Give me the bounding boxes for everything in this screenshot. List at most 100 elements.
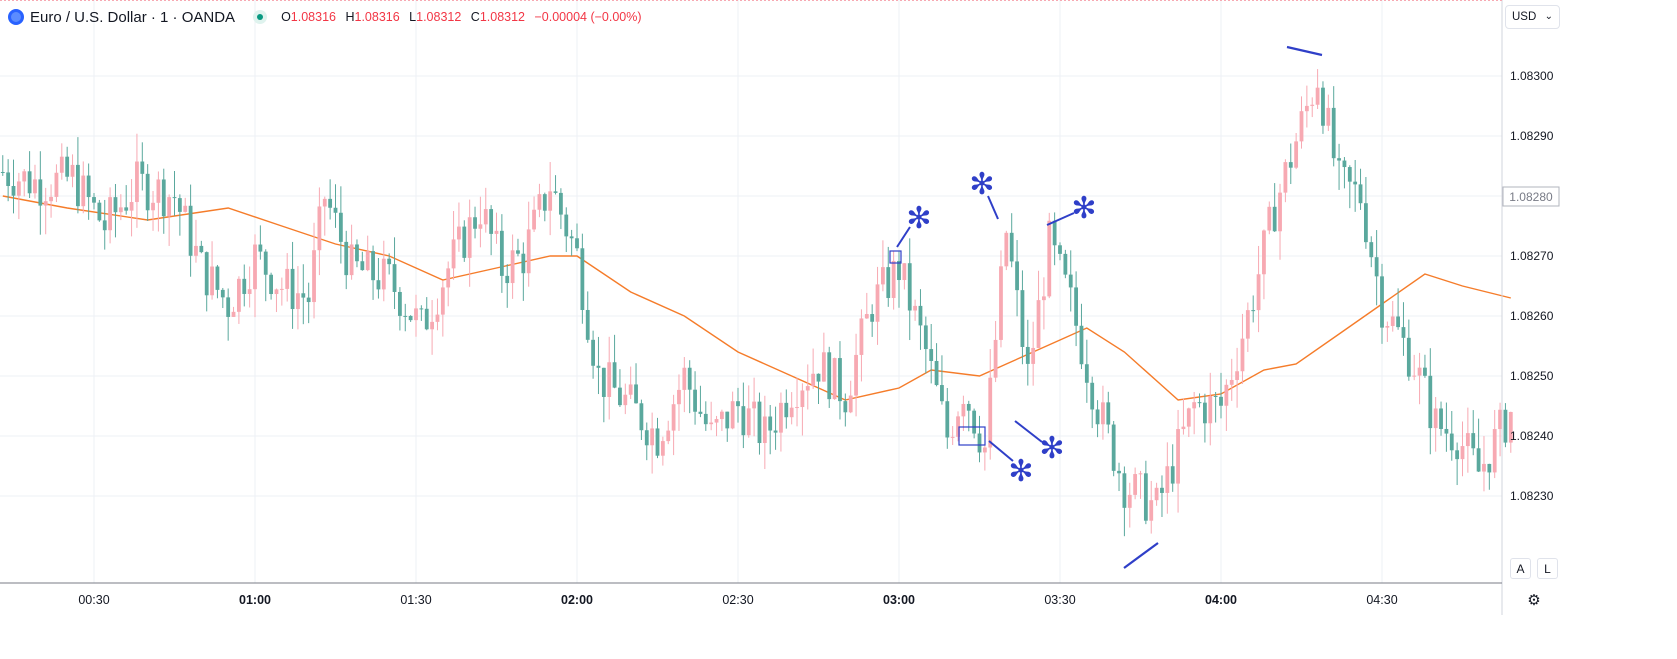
candle (1476, 418, 1481, 473)
candle (1471, 410, 1476, 456)
candle (376, 257, 381, 299)
x-tick-label: 03:30 (1044, 593, 1075, 607)
candle (655, 417, 660, 459)
current-price-text: 1.08280 (1509, 190, 1553, 204)
candle (671, 394, 676, 456)
candle (902, 263, 907, 290)
candle (1487, 463, 1492, 490)
candle (151, 191, 155, 231)
open-label: O (281, 10, 291, 24)
candle (489, 205, 494, 256)
candle (1406, 319, 1411, 381)
candle (1294, 132, 1299, 170)
candle (494, 212, 499, 244)
candle (118, 194, 123, 221)
candle (499, 214, 504, 293)
price-axis: 1.08300 1.08290 1.08280 1.08270 1.08260 1.082… (1510, 69, 1554, 503)
candle (355, 239, 359, 268)
high-label: H (345, 10, 355, 24)
candle (1428, 348, 1433, 455)
candle (446, 261, 451, 307)
candle (698, 385, 703, 418)
candle (1342, 157, 1347, 189)
settings-gear-icon[interactable]: ⚙ (1527, 592, 1541, 609)
candle (269, 272, 273, 300)
candle (628, 366, 633, 400)
log-scale-button[interactable]: L (1537, 558, 1558, 579)
candle (1364, 176, 1368, 249)
candle (832, 357, 837, 400)
candle (285, 253, 290, 302)
candle (1015, 240, 1019, 317)
candle (623, 383, 628, 415)
symbol-title[interactable]: Euro / U.S. Dollar · 1 · OANDA (30, 8, 236, 26)
candle (682, 357, 687, 413)
candle (516, 238, 520, 257)
candle (183, 197, 188, 213)
candle (1036, 270, 1041, 349)
candle (1020, 270, 1025, 365)
candle (677, 374, 681, 431)
market-status-icon[interactable] (253, 10, 268, 24)
candle (135, 133, 139, 228)
candle (145, 164, 150, 221)
candle (907, 238, 912, 341)
candle (167, 194, 172, 246)
candle (199, 240, 204, 254)
y-tick-label: 1.08230 (1510, 489, 1554, 503)
candle (263, 249, 268, 302)
candle (1219, 372, 1223, 419)
candle (1224, 379, 1229, 431)
candle (6, 159, 11, 202)
candle (762, 395, 767, 470)
candle (124, 185, 129, 215)
annotation-line (1123, 542, 1159, 569)
candle (612, 334, 617, 389)
candle (27, 151, 32, 199)
candle (1455, 442, 1460, 486)
candle (532, 196, 536, 233)
candle (349, 224, 354, 280)
candle (843, 393, 848, 427)
candle (1369, 236, 1374, 268)
candle (1347, 165, 1352, 209)
candle (54, 164, 59, 203)
candle (424, 297, 429, 331)
candle (242, 264, 247, 307)
auto-scale-button[interactable]: A (1510, 558, 1531, 579)
annotation-line (1014, 420, 1043, 443)
candle (881, 240, 885, 292)
candle (1444, 402, 1449, 452)
price-chart[interactable]: ✻ ✻ ✻ ✻ ✻ 1.083001.082901.082801.082701.… (0, 0, 1568, 615)
candle (247, 266, 252, 308)
currency-select[interactable]: USD ⌄ (1505, 5, 1560, 29)
candle (360, 251, 365, 271)
candle (317, 187, 322, 276)
candle (526, 201, 531, 287)
annotation-line (896, 226, 911, 248)
candle (1283, 159, 1288, 203)
candle (1310, 97, 1315, 118)
candle (92, 192, 96, 210)
candle (76, 137, 80, 214)
candle (1122, 466, 1127, 537)
chevron-down-icon: ⌄ (1544, 11, 1553, 22)
candle (59, 143, 64, 180)
candle (1138, 470, 1143, 499)
candle (1208, 372, 1213, 446)
candle (398, 287, 402, 331)
candle (607, 336, 612, 420)
candle (440, 280, 445, 337)
candle (1331, 86, 1336, 167)
candle (1170, 444, 1175, 492)
y-tick-label: 1.08250 (1510, 369, 1554, 383)
candle (290, 241, 295, 329)
candle (800, 383, 805, 436)
candle (38, 151, 43, 235)
candle (548, 162, 553, 236)
candle (854, 333, 858, 417)
candle (129, 179, 134, 237)
candle (1508, 411, 1513, 453)
annotation-star-icon: ✻ (969, 167, 994, 202)
candle (1197, 393, 1202, 408)
